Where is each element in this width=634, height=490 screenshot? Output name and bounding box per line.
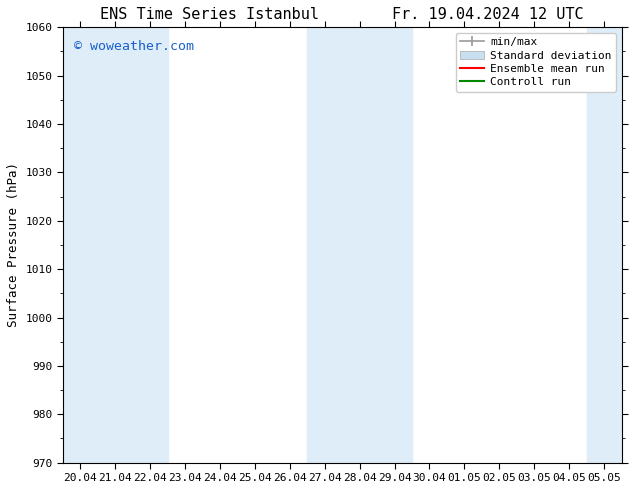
Text: © woweather.com: © woweather.com xyxy=(74,40,194,53)
Bar xyxy=(586,27,621,463)
Bar xyxy=(307,27,412,463)
Bar xyxy=(63,27,167,463)
Y-axis label: Surface Pressure (hPa): Surface Pressure (hPa) xyxy=(7,163,20,327)
Legend: min/max, Standard deviation, Ensemble mean run, Controll run: min/max, Standard deviation, Ensemble me… xyxy=(456,33,616,92)
Title: ENS Time Series Istanbul        Fr. 19.04.2024 12 UTC: ENS Time Series Istanbul Fr. 19.04.2024 … xyxy=(100,7,584,22)
